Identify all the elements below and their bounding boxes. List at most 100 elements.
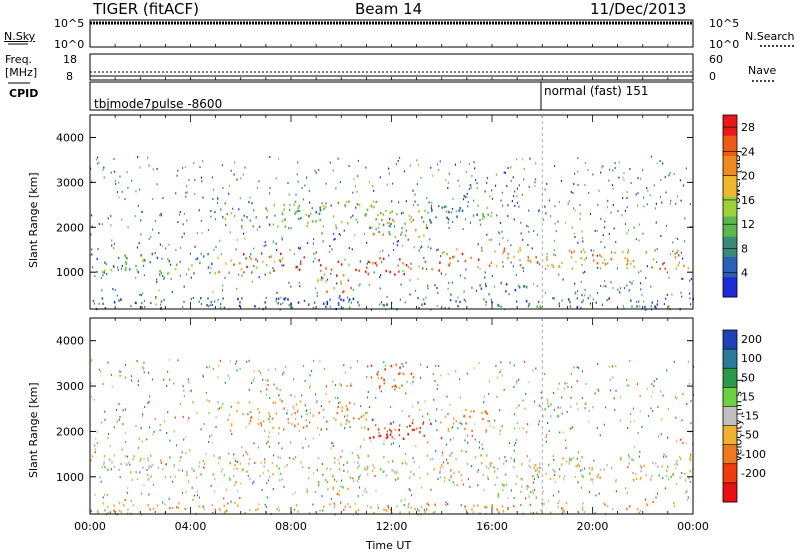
scatter-cell	[536, 285, 538, 288]
scatter-cell	[365, 411, 367, 414]
scatter-cell	[612, 169, 614, 172]
band-cell-8	[329, 503, 331, 506]
band-cell-5	[305, 213, 308, 216]
scatter-cell	[448, 281, 450, 284]
scatter-cell	[690, 400, 692, 403]
band-cell-1	[345, 422, 347, 425]
band-cell-7	[443, 205, 446, 209]
scatter-cell	[547, 422, 549, 424]
scatter-cell	[417, 401, 419, 404]
scatter-cell	[418, 164, 420, 167]
scatter-cell	[100, 480, 102, 483]
band-cell-6	[425, 223, 428, 227]
band-cell-3	[461, 252, 464, 256]
band-cell-2	[438, 269, 441, 272]
scatter-cell	[352, 477, 354, 480]
scatter-cell	[120, 371, 122, 374]
scatter-cell	[188, 480, 190, 483]
scatter-cell	[453, 483, 455, 486]
scatter-cell	[447, 187, 449, 189]
scatter-cell	[409, 279, 411, 282]
scatter-cell	[124, 363, 127, 366]
scatter-cell	[284, 465, 286, 468]
scatter-cell	[149, 395, 151, 398]
scatter-cell	[619, 396, 621, 399]
scatter-cell	[657, 405, 659, 408]
scatter-cell	[600, 217, 602, 220]
band-cell-7	[431, 208, 433, 212]
scatter-cell	[214, 490, 216, 493]
band-cell-0	[90, 459, 92, 462]
band-cell-7	[424, 209, 426, 212]
scatter-cell	[667, 407, 669, 410]
scatter-cell	[119, 374, 121, 377]
band-cell-8	[218, 507, 221, 510]
scatter-cell	[286, 412, 288, 415]
scatter-cell	[633, 420, 635, 423]
scatter-cell	[589, 213, 592, 215]
band-cell-0	[149, 464, 151, 468]
band-cell-10	[654, 305, 656, 308]
band-cell-0	[199, 261, 201, 265]
scatter-cell	[196, 494, 198, 497]
band-cell-4	[485, 429, 488, 432]
scatter-cell	[491, 197, 494, 200]
scatter-cell	[235, 248, 237, 251]
band-cell-5	[298, 204, 301, 208]
scatter-cell	[401, 410, 403, 413]
scatter-cell	[202, 460, 204, 462]
scatter-cell	[288, 193, 290, 196]
band-cell-2	[398, 428, 400, 432]
scatter-cell	[404, 498, 406, 501]
band-cell-10	[322, 302, 325, 305]
scatter-cell	[326, 428, 328, 431]
band-cell-5	[308, 214, 310, 218]
scatter-cell	[330, 272, 332, 275]
band-cell-7	[535, 496, 538, 499]
scatter-cell	[232, 207, 234, 210]
band-cell-1	[291, 422, 293, 426]
scatter-cell	[330, 204, 332, 207]
scatter-cell	[637, 192, 639, 195]
scatter-cell	[488, 380, 490, 383]
scatter-cell	[337, 458, 339, 461]
power-panel	[90, 155, 694, 311]
scatter-cell	[295, 456, 297, 459]
scatter-cell	[611, 184, 614, 187]
band-cell-0	[582, 475, 584, 478]
scatter-cell	[581, 301, 583, 304]
scatter-cell	[224, 276, 226, 279]
scatter-cell	[538, 420, 540, 423]
band-cell-8	[297, 510, 299, 513]
band-cell-0	[159, 270, 161, 273]
band-cell-3	[519, 264, 522, 267]
scatter-cell	[265, 296, 267, 299]
scatter-cell	[294, 491, 297, 494]
scatter-cell	[253, 370, 255, 373]
band-cell-6	[389, 233, 391, 236]
scatter-cell	[576, 366, 578, 369]
scatter-cell	[94, 275, 96, 278]
band-cell-1	[233, 263, 235, 266]
scatter-cell	[341, 450, 343, 453]
scatter-cell	[495, 364, 497, 367]
scatter-cell	[115, 183, 117, 185]
band-cell-1	[339, 401, 342, 404]
scatter-cell	[483, 488, 485, 491]
scatter-cell	[269, 397, 271, 399]
scatter-cell	[618, 161, 620, 164]
band-cell-1	[341, 406, 344, 409]
band-cell-0	[568, 459, 571, 462]
band-cell-0	[643, 464, 645, 467]
scatter-cell	[358, 475, 360, 478]
scatter-cell	[313, 359, 315, 362]
band-cell-0	[534, 464, 537, 467]
band-cell-4	[599, 267, 602, 270]
scatter-cell	[154, 418, 156, 421]
scatter-cell	[367, 365, 369, 368]
scatter-cell	[366, 241, 368, 244]
scatter-cell	[366, 262, 368, 265]
band-cell-10	[500, 305, 502, 308]
scatter-cell	[237, 273, 240, 276]
